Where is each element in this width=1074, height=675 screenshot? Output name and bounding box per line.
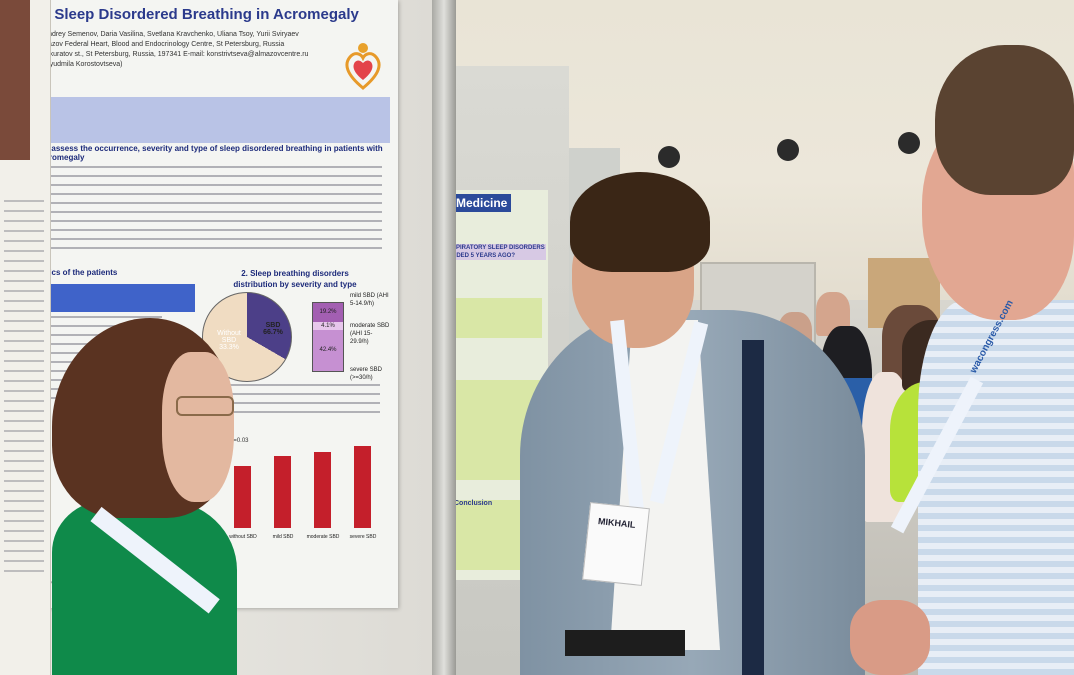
board-pole [432,0,456,675]
side-poster-subtitle-line: SPIRATORY SLEEP DISORDERS [452,245,545,251]
ahi-bar [274,456,291,528]
poster-introduction [40,97,390,143]
poster-author-line: a, Andrey Semenov, Daria Vasilina, Svetl… [36,31,299,38]
ceiling-light [898,132,920,154]
pie-value: 33.3% [219,344,239,351]
poster-title: of Sleep Disordered Breathing in Acromeg… [36,6,359,23]
poster-authors: a, Andrey Semenov, Daria Vasilina, Svetl… [36,30,336,70]
ceiling-light [658,146,680,168]
ahi-bar [354,446,371,528]
man-hair-right [935,45,1074,195]
heart-logo-icon [345,43,381,90]
sbd-stacked-bar: 19.2% 4.1% 42.4% [312,302,344,372]
adjacent-poster-edge [0,0,51,675]
man-checked-shirt [918,300,1074,675]
side-poster-subtitle-line: NDED 5 YEARS AGO? [452,253,516,259]
ahi-bar-label: mild SBD [272,534,294,540]
ahi-bar [234,466,251,528]
adjacent-poster-text [4,200,44,580]
ahi-bar-label: without SBD [229,534,257,540]
legend-item: mild SBD (AHI 5-14.9/h) [350,293,389,307]
ahi-bar [314,452,331,528]
poster-contact: (to Lyudmila Korostovtseva) [36,61,123,68]
poster-section-patients: istics of the patients [40,268,118,277]
side-poster-header: Medicine [452,194,512,212]
pie-label: Without SBD [217,330,241,344]
name-badge [582,502,650,586]
pie-slice-sbd: SBD 66.7% [256,322,290,336]
glasses-icon [176,396,234,416]
stack-segment: 19.2% [313,303,343,322]
woman-green-top [52,500,237,675]
woman-face [162,352,234,502]
ceiling-light [777,139,799,161]
side-poster-block [454,298,542,338]
man-hair [570,172,710,272]
bar-chart-pvalue: p=0.03 [230,438,249,444]
pie-label: SBD [265,322,281,329]
side-poster-subtitle: SPIRATORY SLEEP DISORDERS NDED 5 YEARS A… [452,244,546,260]
pie-value: 66.7% [263,329,283,336]
pie-slice-without-sbd: Without SBD 33.3% [212,330,246,351]
poster-methods-text [42,166,382,256]
legend-item: moderate SBD (AHI 15-29.9/h) [350,323,390,345]
poster-result-text [220,384,380,416]
poster-affiliation: Almazov Federal Heart, Blood and Endocri… [36,41,285,48]
legend-item: severe SBD (>=30/h) [350,367,383,381]
stack-segment: 42.4% [313,329,343,371]
poster-address: 2 Akkuratov st., St Petersburg, Russia, … [36,51,309,58]
sbd-chart-title: 2. Sleep breathing disorders distributio… [233,269,357,289]
man-hand [850,600,930,675]
ahi-bar-chart: without SBD mild SBD moderate SBD severe SB… [220,420,390,540]
stack-segment: 4.1% [313,321,343,330]
ahi-bar-label: moderate SBD [306,534,340,540]
adjacent-poster-photo [0,0,30,160]
bag-strap [742,340,764,675]
man-belt [565,630,685,656]
poster-aim: To assess the occurrence, severity and t… [40,144,383,162]
ahi-bar-label: severe SBD [349,534,377,540]
patients-table [40,284,195,312]
